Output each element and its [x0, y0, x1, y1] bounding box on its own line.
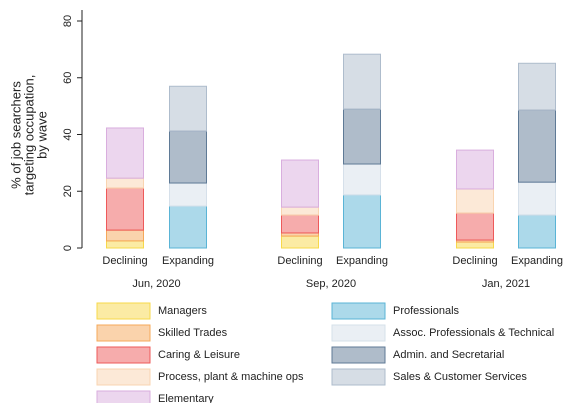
bar-segment — [281, 235, 319, 249]
bar-segment — [169, 85, 207, 132]
bar-segment — [518, 109, 556, 183]
bar-segment — [518, 62, 556, 111]
x-tick-label: Expanding — [511, 255, 563, 267]
y-axis-title: % of job searchers — [8, 81, 23, 189]
bar-segment — [343, 53, 381, 110]
legend-label: Professionals — [393, 305, 460, 317]
bar-segment — [169, 205, 207, 249]
legend-swatch — [331, 324, 386, 342]
bar-segment — [281, 206, 319, 216]
bar-segment — [169, 130, 207, 184]
bar-segment — [343, 108, 381, 165]
bar-segment — [343, 194, 381, 249]
x-tick-label: Declining — [102, 255, 147, 267]
bar-segment — [106, 127, 144, 179]
legend-label: Elementary — [158, 393, 214, 403]
legend-swatch — [96, 324, 151, 342]
bar-segment — [518, 181, 556, 216]
bar-segment — [106, 240, 144, 249]
legend-label: Assoc. Professionals & Technical — [393, 327, 554, 339]
legend-swatch — [96, 368, 151, 386]
y-tick-label: 60 — [62, 72, 74, 84]
y-axis-title: by wave — [34, 111, 49, 159]
legend-label: Skilled Trades — [158, 327, 228, 339]
x-tick-label: Expanding — [162, 255, 214, 267]
legend-label: Caring & Leisure — [158, 349, 240, 361]
legend-swatch — [96, 390, 151, 408]
bar-segment — [343, 163, 381, 196]
x-tick-label: Declining — [452, 255, 497, 267]
bar-segment — [281, 159, 319, 208]
legend-swatch — [331, 368, 386, 386]
x-tick-label: Expanding — [336, 255, 388, 267]
y-tick-label: 40 — [62, 128, 74, 140]
y-tick-label: 80 — [62, 15, 74, 27]
legend-label: Sales & Customer Services — [393, 371, 527, 383]
bar-segment — [106, 229, 144, 242]
bar-segment — [106, 177, 144, 189]
legend-swatch — [331, 302, 386, 320]
group-label: Sep, 2020 — [306, 278, 356, 290]
bar-segment — [456, 212, 494, 241]
group-label: Jan, 2021 — [482, 278, 530, 290]
x-tick-label: Declining — [277, 255, 322, 267]
bar-segment — [518, 214, 556, 249]
legend-label: Managers — [158, 305, 207, 317]
group-label: Jun, 2020 — [132, 278, 180, 290]
legend-swatch — [96, 346, 151, 364]
bar-segment — [456, 241, 494, 249]
bar-segment — [456, 188, 494, 214]
y-tick-label: 0 — [62, 245, 74, 251]
bar-segment — [169, 182, 207, 207]
bar-segment — [281, 214, 319, 234]
legend-label: Admin. and Secretarial — [393, 349, 504, 361]
bar-segment — [106, 187, 144, 231]
legend-swatch — [331, 346, 386, 364]
y-tick-label: 20 — [62, 185, 74, 197]
legend-swatch — [96, 302, 151, 320]
bar-segment — [456, 149, 494, 190]
legend-label: Process, plant & machine ops — [158, 371, 304, 383]
y-axis-title: targeting occupation, — [21, 75, 36, 196]
